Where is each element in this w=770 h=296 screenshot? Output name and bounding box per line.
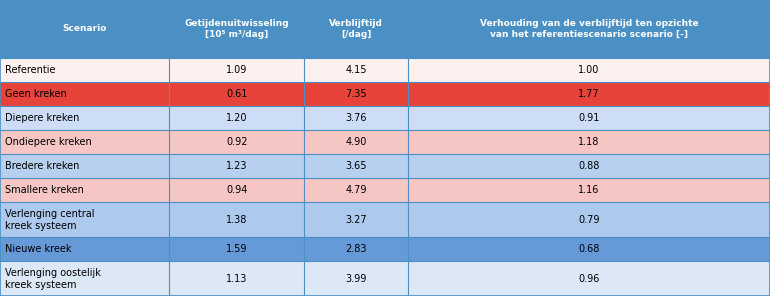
Bar — [0, 58, 770, 82]
Text: 0.92: 0.92 — [226, 137, 247, 147]
Text: 0.94: 0.94 — [226, 185, 247, 195]
Text: Bredere kreken: Bredere kreken — [5, 161, 80, 171]
Text: Scenario: Scenario — [62, 24, 107, 33]
Bar — [0, 261, 770, 296]
Text: 2.83: 2.83 — [346, 244, 367, 254]
Text: 3.76: 3.76 — [346, 113, 367, 123]
Text: Verlenging oostelijk
kreek systeem: Verlenging oostelijk kreek systeem — [5, 268, 102, 289]
Text: Ondiepere kreken: Ondiepere kreken — [5, 137, 92, 147]
Text: 0.91: 0.91 — [578, 113, 600, 123]
Text: 3.65: 3.65 — [346, 161, 367, 171]
Text: 3.99: 3.99 — [346, 274, 367, 284]
Text: 1.59: 1.59 — [226, 244, 247, 254]
Text: 1.23: 1.23 — [226, 161, 247, 171]
Text: 1.77: 1.77 — [578, 89, 600, 99]
Bar — [0, 82, 770, 106]
Text: 0.61: 0.61 — [226, 89, 247, 99]
Bar — [0, 106, 770, 130]
Text: Referentie: Referentie — [5, 65, 56, 75]
Text: 4.79: 4.79 — [346, 185, 367, 195]
Text: Getijdenuitwisseling
[10⁵ m³/dag]: Getijdenuitwisseling [10⁵ m³/dag] — [185, 19, 289, 39]
Text: Geen kreken: Geen kreken — [5, 89, 67, 99]
Text: Diepere kreken: Diepere kreken — [5, 113, 80, 123]
Text: 7.35: 7.35 — [345, 89, 367, 99]
Text: 1.20: 1.20 — [226, 113, 247, 123]
Bar — [0, 0, 770, 58]
Text: 1.18: 1.18 — [578, 137, 600, 147]
Text: 0.68: 0.68 — [578, 244, 600, 254]
Text: Verhouding van de verblijftijd ten opzichte
van het referentiescenario scenario : Verhouding van de verblijftijd ten opzic… — [480, 19, 698, 39]
Text: 4.15: 4.15 — [346, 65, 367, 75]
Text: 1.09: 1.09 — [226, 65, 247, 75]
Bar — [0, 130, 770, 154]
Text: Verblijftijd
[/dag]: Verblijftijd [/dag] — [330, 19, 383, 39]
Text: 1.38: 1.38 — [226, 215, 247, 225]
Bar — [0, 178, 770, 202]
Text: 1.13: 1.13 — [226, 274, 247, 284]
Text: 4.90: 4.90 — [346, 137, 367, 147]
Text: 3.27: 3.27 — [345, 215, 367, 225]
Text: Smallere kreken: Smallere kreken — [5, 185, 84, 195]
Bar — [0, 237, 770, 261]
Text: 0.96: 0.96 — [578, 274, 600, 284]
Text: 1.00: 1.00 — [578, 65, 600, 75]
Text: Nieuwe kreek: Nieuwe kreek — [5, 244, 72, 254]
Bar — [0, 202, 770, 237]
Text: Verlenging central
kreek systeem: Verlenging central kreek systeem — [5, 208, 95, 231]
Text: 0.88: 0.88 — [578, 161, 600, 171]
Text: 0.79: 0.79 — [578, 215, 600, 225]
Bar — [0, 154, 770, 178]
Text: 1.16: 1.16 — [578, 185, 600, 195]
